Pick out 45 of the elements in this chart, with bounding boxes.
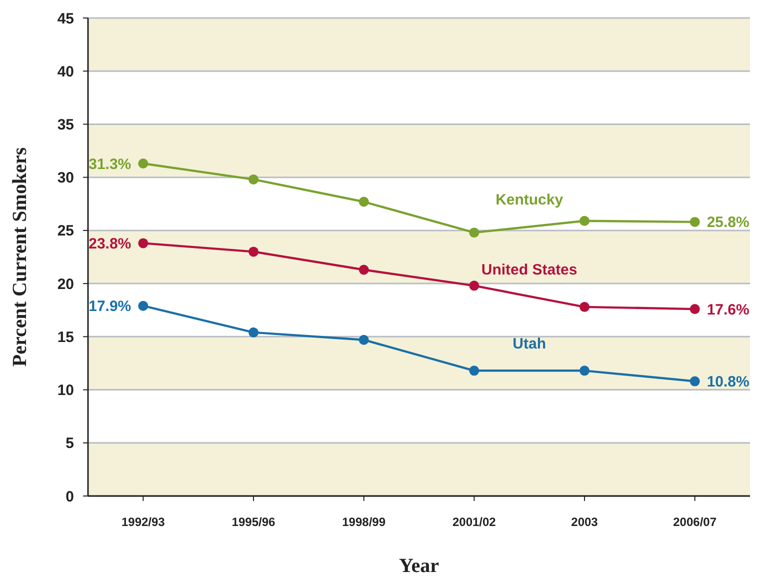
y-axis-title: Percent Current Smokers <box>9 147 31 367</box>
y-tick-label: 5 <box>66 435 74 452</box>
y-tick-label: 30 <box>57 170 74 187</box>
point <box>358 264 369 275</box>
y-tick-label: 20 <box>57 276 74 293</box>
y-tick-label: 35 <box>57 116 74 134</box>
point <box>469 228 480 238</box>
point <box>248 174 258 184</box>
x-tick-label: 2006/07 <box>673 515 717 529</box>
y-tick-label: 40 <box>57 63 74 80</box>
point <box>469 366 480 376</box>
y-tick-label: 25 <box>57 222 74 240</box>
x-tick-label: 1992/93 <box>121 515 166 529</box>
point <box>358 196 369 207</box>
point <box>138 158 148 169</box>
point <box>580 366 590 376</box>
x-tick-label: 2003 <box>571 515 598 529</box>
y-tick-label: 0 <box>66 488 74 506</box>
data-label: 23.8% <box>88 235 132 252</box>
data-label: 17.9% <box>88 298 132 316</box>
data-label: 25.8% <box>706 214 750 232</box>
series-label: United States <box>481 261 578 278</box>
point <box>469 280 480 291</box>
point <box>690 216 700 227</box>
point <box>358 334 369 345</box>
point <box>690 376 700 386</box>
point <box>138 300 148 311</box>
point <box>248 246 258 257</box>
x-axis-title: Year <box>399 555 440 577</box>
series-label: Utah <box>512 336 546 353</box>
data-label: 10.8% <box>706 374 750 391</box>
x-tick-label: 1998/99 <box>342 515 386 529</box>
x-tick-label: 1995/96 <box>232 515 276 529</box>
x-tick-label: 2001/02 <box>452 515 496 529</box>
point <box>580 216 590 226</box>
y-tick-label: 15 <box>57 328 74 346</box>
series-label: Kentucky <box>496 192 564 209</box>
y-tick-label: 45 <box>57 10 74 28</box>
y-tick-label: 10 <box>57 382 74 400</box>
point <box>248 327 258 338</box>
point <box>580 302 590 312</box>
point <box>690 304 700 314</box>
data-label: 17.6% <box>706 301 750 318</box>
point <box>138 238 148 248</box>
data-label: 31.3% <box>88 156 132 173</box>
